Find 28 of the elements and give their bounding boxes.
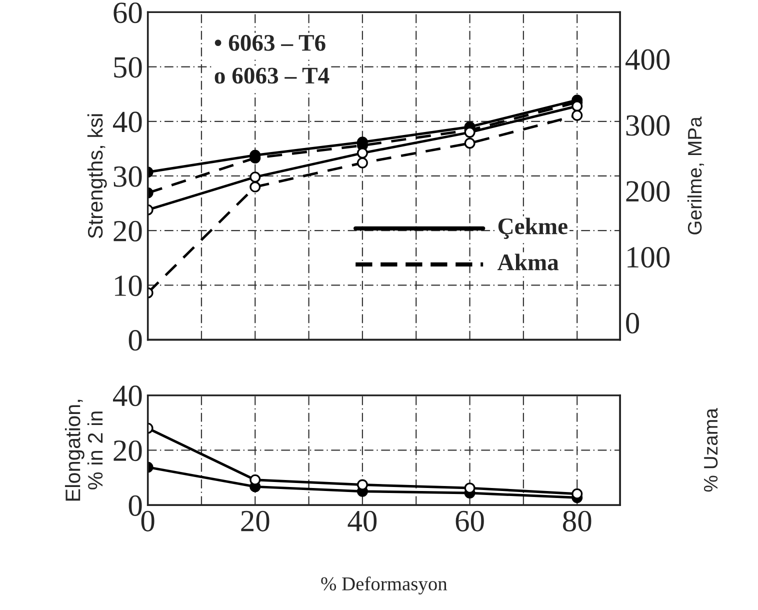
x-tick-label: 40 <box>348 510 377 532</box>
x-axis-title: % Deformasyon <box>321 576 448 594</box>
y2-tick-label: 200 <box>626 181 670 202</box>
x-tick-label: 80 <box>563 510 592 532</box>
y-tick-label: 10 <box>115 275 142 296</box>
y2-tick-label: 100 <box>628 247 670 268</box>
y2-tick-label: 400 <box>626 49 670 70</box>
y-tick-label: 20 <box>114 440 142 462</box>
y-tick-label: 40 <box>112 386 142 406</box>
y2-axis-title: Gerilme, MPa <box>687 116 704 234</box>
annotation: o 6063 – T4 <box>214 68 330 84</box>
y2-tick-label: 300 <box>626 115 670 136</box>
y2-tick-label: 0 <box>626 312 640 334</box>
y2-axis-title: % Uzama <box>704 408 718 492</box>
y-tick-label: 30 <box>114 166 142 187</box>
y-tick-label: 50 <box>114 57 142 78</box>
y-tick-label: 0 <box>128 330 142 351</box>
x-tick-label: 20 <box>241 510 270 532</box>
x-tick-label: 60 <box>456 510 484 532</box>
annotation: Akma <box>497 254 559 270</box>
annotation: • 6063 – T6 <box>214 34 326 51</box>
y-axis-title: Strengths, ksi <box>87 114 107 238</box>
y-tick-label: 40 <box>112 112 142 132</box>
y-tick-label: 0 <box>128 495 142 516</box>
y-tick-label: 60 <box>114 2 142 24</box>
y-tick-label: 20 <box>114 220 142 242</box>
y-axis-title: Elongation, % in 2 in <box>64 400 103 501</box>
annotation: Çekme <box>498 218 568 239</box>
